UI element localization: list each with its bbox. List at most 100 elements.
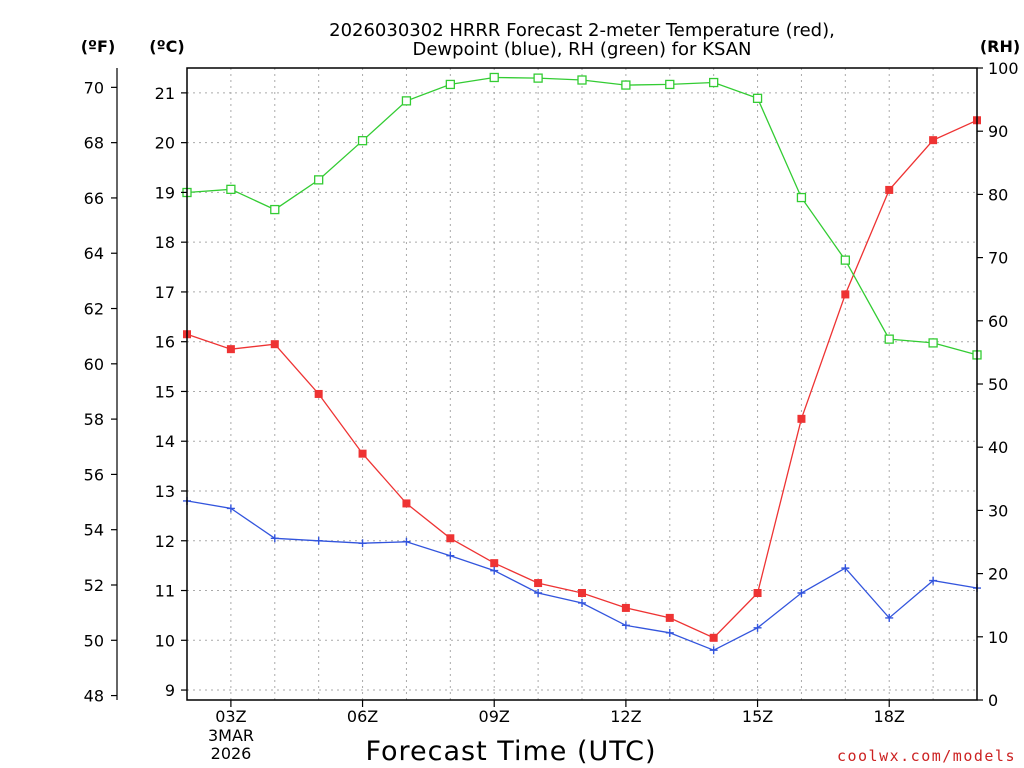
celsius-tick-label: 12 — [155, 532, 175, 551]
date-label-line1: 3MAR — [208, 726, 254, 745]
fahrenheit-tick-label: 62 — [84, 300, 104, 319]
fahrenheit-tick-label: 54 — [84, 521, 104, 540]
temperature-point — [885, 185, 894, 194]
rh-unit-label: (RH) — [980, 37, 1020, 56]
rh-point — [796, 192, 807, 203]
rh-tick-label: 90 — [988, 122, 1008, 141]
rh-tick-label: 40 — [988, 438, 1008, 457]
dewpoint-point — [534, 589, 543, 598]
rh-point — [840, 255, 850, 265]
credit-label: coolwx.com/models — [837, 747, 1016, 765]
fahrenheit-tick-label: 60 — [84, 355, 104, 374]
rh-point — [884, 334, 894, 344]
celsius-unit-label: (ºC) — [149, 37, 184, 56]
rh-tick-label: 60 — [988, 312, 1008, 331]
rh-point — [401, 96, 412, 106]
temperature-point — [402, 499, 411, 508]
dewpoint-point — [929, 576, 938, 585]
rh-tick-label: 100 — [988, 59, 1019, 78]
dewpoint-point — [358, 539, 367, 548]
celsius-tick-label: 20 — [155, 134, 175, 153]
rh-point — [621, 80, 631, 90]
celsius-tick-label: 9 — [165, 681, 175, 700]
celsius-tick-label: 21 — [155, 84, 175, 103]
rh-point — [226, 184, 236, 194]
rh-point — [314, 175, 324, 185]
temperature-point — [490, 559, 499, 568]
rh-tick-label: 0 — [988, 691, 998, 710]
celsius-tick-label: 15 — [155, 382, 175, 401]
dewpoint-point — [578, 598, 586, 607]
dewpoint-point — [665, 628, 674, 637]
celsius-tick-label: 14 — [155, 432, 175, 451]
dewpoint-point — [270, 534, 279, 543]
rh-tick-label: 10 — [988, 628, 1008, 647]
celsius-tick-label: 11 — [155, 582, 175, 601]
x-tick-label: 12Z — [610, 707, 641, 726]
chart-title-line2: Dewpoint (blue), RH (green) for KSAN — [412, 39, 751, 60]
celsius-tick-label: 13 — [155, 482, 175, 501]
temperature-point — [226, 345, 235, 354]
rh-point — [928, 338, 938, 348]
x-tick-label: 15Z — [742, 707, 773, 726]
temperature-point — [578, 589, 586, 598]
celsius-tick-label: 18 — [155, 233, 175, 252]
x-axis-title: Forecast Time (UTC) — [365, 736, 656, 767]
celsius-tick-label: 17 — [155, 283, 175, 302]
temperature-point — [534, 579, 543, 588]
rh-point — [709, 77, 719, 88]
rh-tick-label: 50 — [988, 375, 1008, 394]
temperature-point — [753, 589, 762, 598]
fahrenheit-tick-label: 58 — [84, 410, 104, 429]
temperature-point — [841, 290, 850, 299]
x-tick-label: 09Z — [479, 707, 510, 726]
dewpoint-point — [709, 646, 718, 655]
fahrenheit-tick-label: 68 — [84, 134, 104, 153]
rh-tick-label: 20 — [988, 565, 1008, 584]
rh-series-line — [186, 76, 978, 356]
tick-labels: 03Z 06Z 09Z 12Z 15Z 18Z 9 10 11 12 13 14 15 16 17 18 19 2… — [84, 59, 1019, 726]
rh-point — [270, 204, 280, 215]
x-tick-label: 03Z — [215, 707, 246, 726]
rh-point — [489, 72, 499, 83]
fahrenheit-tick-label: 66 — [84, 189, 104, 208]
rh-point — [357, 136, 368, 146]
x-tick-label: 18Z — [874, 707, 905, 726]
temperature-point — [797, 414, 806, 423]
dewpoint-point — [446, 551, 455, 560]
rh-point — [445, 79, 455, 90]
fahrenheit-tick-label: 48 — [84, 687, 104, 706]
temperature-point — [929, 136, 938, 145]
temperature-point — [665, 613, 674, 622]
fahrenheit-tick-label: 64 — [84, 244, 104, 263]
fahrenheit-tick-label: 56 — [84, 465, 104, 484]
rh-tick-label: 70 — [988, 249, 1008, 268]
dewpoint-point — [226, 504, 235, 513]
rh-point — [577, 75, 587, 85]
temperature-point — [709, 633, 718, 642]
rh-point — [752, 93, 763, 103]
temperature-point — [446, 534, 455, 543]
dewpoint-point — [885, 613, 894, 622]
dewpoint-point — [753, 623, 762, 632]
temperature-point — [314, 389, 323, 398]
series-layer — [182, 72, 982, 655]
dewpoint-point — [490, 566, 499, 575]
axes-frame — [111, 67, 983, 707]
temperature-point — [358, 449, 367, 458]
dewpoint-point — [621, 621, 630, 630]
x-tick-label: 06Z — [347, 707, 378, 726]
celsius-tick-label: 16 — [155, 333, 175, 352]
dewpoint-point — [402, 537, 411, 546]
temperature-point — [270, 340, 279, 349]
rh-tick-label: 30 — [988, 501, 1008, 520]
fahrenheit-tick-label: 50 — [84, 631, 104, 650]
fahrenheit-tick-label: 52 — [84, 576, 104, 595]
celsius-tick-label: 10 — [155, 631, 175, 650]
date-label-line2: 2026 — [211, 744, 252, 763]
dewpoint-point — [841, 564, 850, 573]
dewpoint-point — [797, 589, 806, 598]
temperature-point — [621, 603, 630, 612]
dewpoint-point — [314, 536, 323, 545]
